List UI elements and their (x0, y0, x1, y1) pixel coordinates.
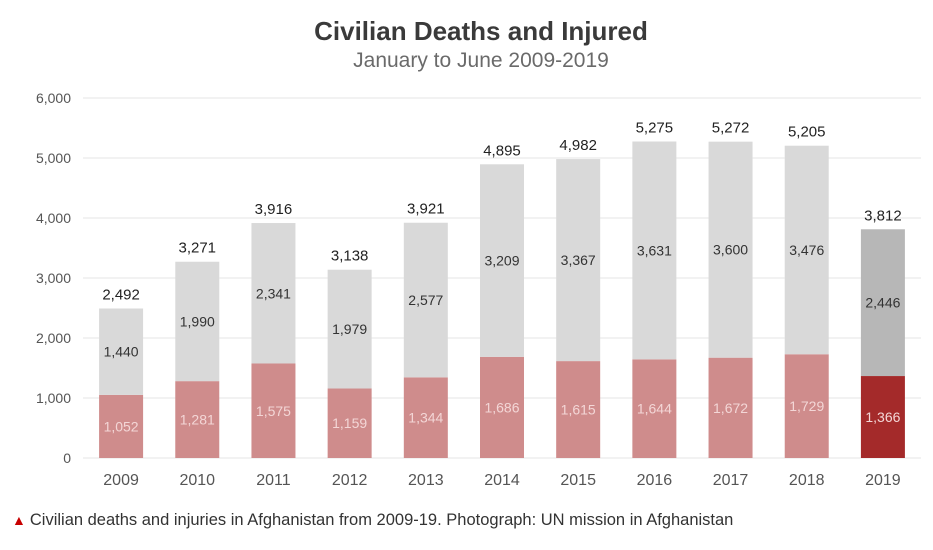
data-label-total: 3,812 (864, 207, 902, 224)
y-tick-label: 6,000 (36, 90, 71, 106)
x-tick-label: 2019 (865, 472, 901, 489)
bar-injured (99, 308, 144, 395)
y-axis-ticks: 0 1,000 2,000 3,000 4,000 5,000 6,000 (36, 90, 71, 466)
bar-injured (556, 159, 601, 362)
bar-injured (860, 229, 905, 377)
bar-deaths (99, 394, 144, 458)
data-label-injured: 2,577 (408, 292, 443, 308)
y-tick-label: 4,000 (36, 210, 71, 226)
y-tick-label: 3,000 (36, 270, 71, 286)
caption-text: Civilian deaths and injuries in Afghanis… (29, 511, 734, 529)
x-tick-label: 2011 (256, 472, 291, 489)
bar-deaths (708, 357, 753, 458)
data-label-injured: 2,341 (256, 285, 291, 301)
x-tick-label: 2018 (789, 472, 825, 489)
triangle-up-icon: ▲ (12, 512, 26, 528)
bar-deaths (327, 388, 372, 458)
data-label-injured: 3,209 (484, 253, 519, 269)
data-label-injured: 3,600 (713, 242, 748, 258)
data-label-deaths: 1,686 (484, 399, 519, 415)
x-tick-label: 2016 (637, 472, 673, 489)
bar-deaths (175, 381, 220, 458)
data-label-deaths: 1,615 (561, 402, 596, 418)
bar-injured (403, 222, 448, 378)
data-label-total: 3,271 (178, 240, 216, 257)
data-labels: 1,052 1,440 2,492 1,281 1,990 3,271 1,575 2,341… (102, 120, 901, 435)
bar-injured (480, 164, 524, 357)
bar-injured (251, 223, 296, 364)
data-label-injured: 1,990 (180, 313, 215, 329)
bar-deaths (251, 363, 296, 458)
bar-injured (327, 269, 372, 389)
chart: Civilian Deaths and Injured January to J… (36, 16, 921, 489)
x-tick-label: 2015 (560, 472, 596, 489)
data-label-deaths: 1,052 (104, 418, 139, 434)
data-label-deaths: 1,575 (256, 403, 291, 419)
bar-deaths (784, 354, 829, 458)
data-label-total: 5,205 (788, 124, 826, 141)
x-axis-ticks: 2009 2010 2011 2012 2013 2014 2015 2016 2017 2018… (103, 472, 901, 489)
data-label-injured: 3,631 (637, 242, 672, 258)
x-tick-label: 2017 (713, 472, 749, 489)
x-tick-label: 2010 (179, 472, 215, 489)
x-tick-label: 2013 (408, 472, 444, 489)
data-label-deaths: 1,729 (789, 398, 824, 414)
stacked-bar-chart: Civilian Deaths and Injured January to J… (36, 16, 921, 489)
data-label-injured: 1,979 (332, 321, 367, 337)
data-label-injured: 2,446 (865, 295, 900, 311)
data-label-deaths: 1,159 (332, 415, 367, 431)
data-label-deaths: 1,281 (180, 412, 215, 428)
x-tick-label: 2012 (332, 472, 368, 489)
bar-deaths (556, 361, 601, 458)
x-tick-label: 2014 (484, 472, 520, 489)
data-label-total: 5,272 (712, 120, 750, 137)
data-label-total: 2,492 (102, 286, 140, 303)
x-tick-label: 2009 (103, 472, 139, 489)
data-label-total: 4,895 (483, 142, 521, 159)
data-label-total: 3,921 (407, 201, 445, 218)
bar-injured (708, 141, 753, 358)
data-label-total: 4,982 (559, 137, 597, 154)
y-tick-label: 1,000 (36, 390, 71, 406)
data-label-total: 3,916 (255, 201, 293, 218)
bar-deaths (632, 359, 677, 458)
data-label-injured: 3,367 (561, 252, 596, 268)
data-label-total: 5,275 (636, 120, 674, 137)
y-tick-label: 2,000 (36, 330, 71, 346)
data-label-injured: 3,476 (789, 242, 824, 258)
photo-caption: ▲ Civilian deaths and injuries in Afghani… (12, 511, 733, 530)
data-label-total: 3,138 (331, 248, 369, 265)
bar-injured (632, 141, 677, 360)
bar-deaths (860, 376, 905, 458)
bar-deaths (480, 356, 524, 458)
bar-injured (175, 261, 220, 382)
y-tick-label: 5,000 (36, 150, 71, 166)
data-label-deaths: 1,366 (865, 409, 900, 425)
bar-deaths (403, 377, 448, 458)
data-label-deaths: 1,344 (408, 410, 443, 426)
data-label-deaths: 1,644 (637, 401, 672, 417)
chart-title: Civilian Deaths and Injured (314, 16, 648, 46)
chart-subtitle: January to June 2009-2019 (353, 49, 609, 72)
data-label-injured: 1,440 (104, 344, 139, 360)
bar-injured (784, 145, 829, 355)
bars (99, 141, 905, 458)
data-label-deaths: 1,672 (713, 400, 748, 416)
y-tick-label: 0 (63, 450, 71, 466)
